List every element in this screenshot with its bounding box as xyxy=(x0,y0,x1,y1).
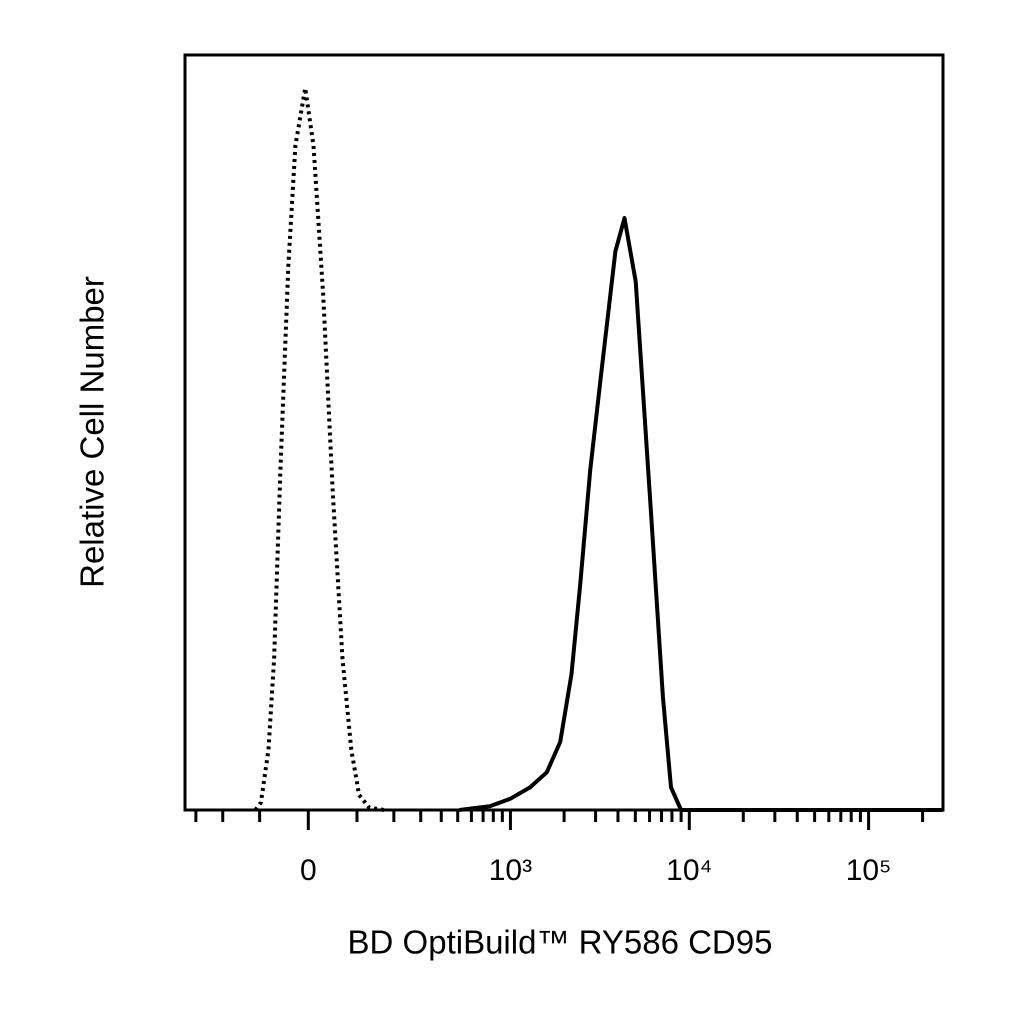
x-tick-label: 10⁴ xyxy=(666,854,712,887)
x-tick-label: 10⁵ xyxy=(846,854,892,887)
x-tick-label: 0 xyxy=(300,854,317,887)
histogram-curve xyxy=(459,216,943,812)
x-axis-label: BD OptiBuild™ RY586 CD95 xyxy=(348,924,773,961)
y-axis-label: Relative Cell Number xyxy=(74,276,111,588)
x-tick-label: 10³ xyxy=(489,854,532,887)
plot-frame xyxy=(183,53,945,812)
histogram-curve xyxy=(253,86,385,812)
